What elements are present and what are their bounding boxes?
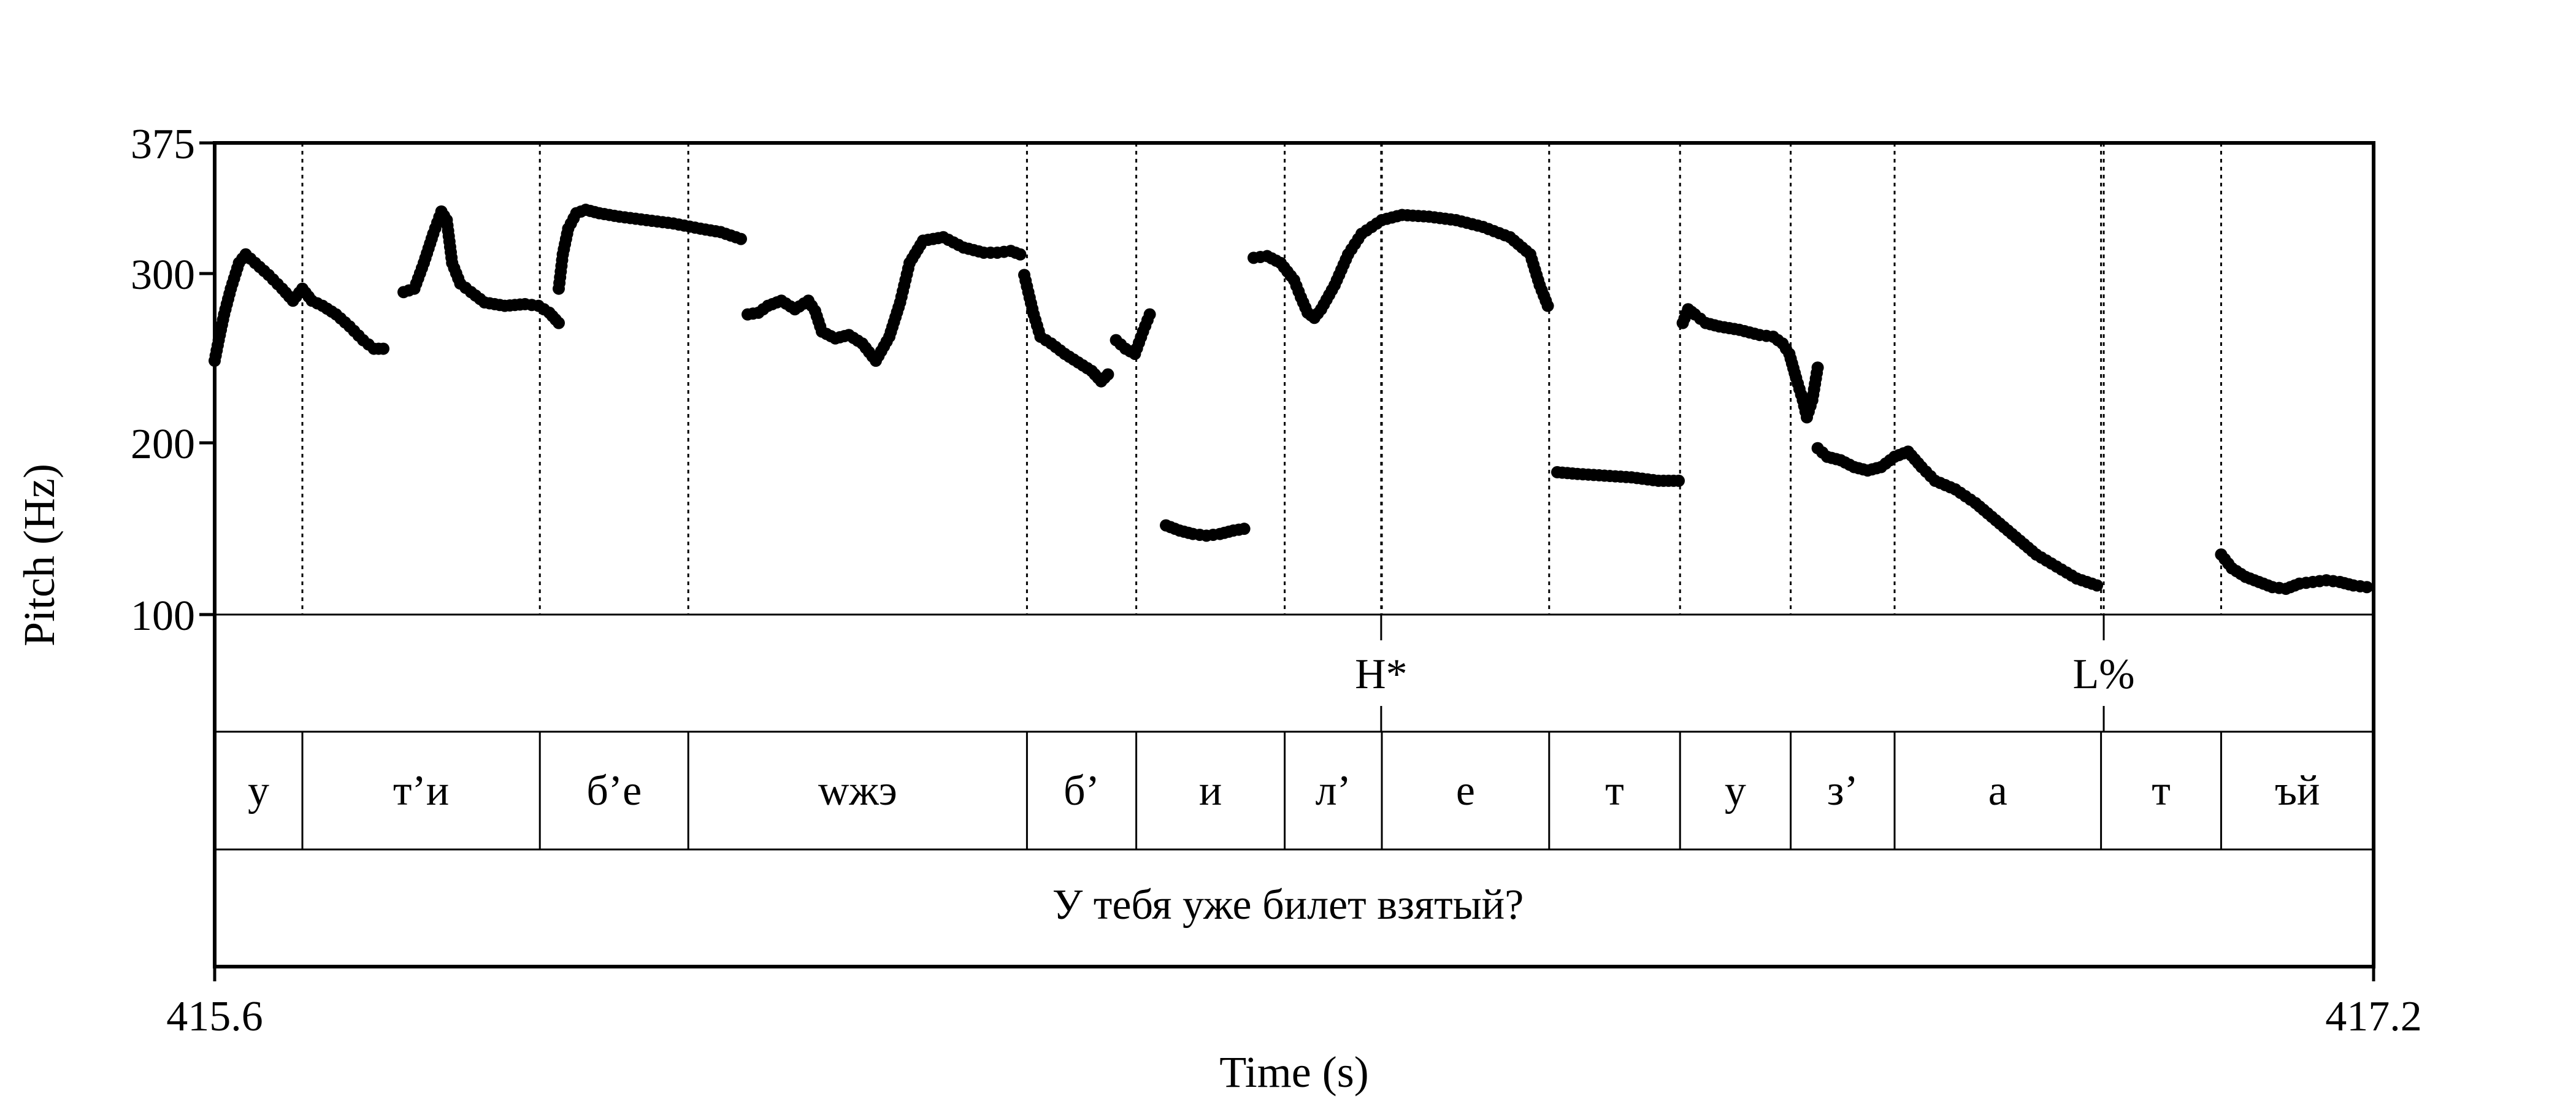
tier-boundaries (301, 615, 2222, 849)
pitch-point (2091, 579, 2103, 592)
segment-label: б’ (1064, 767, 1100, 815)
pitch-contour (209, 204, 2373, 596)
tone-label: L% (2072, 651, 2134, 698)
y-axis-label: Pitch (Hz) (15, 464, 64, 646)
segment-label: т’и (393, 767, 449, 815)
segment-label: б’е (586, 767, 642, 815)
pitch-point (553, 316, 565, 329)
y-tick-label-375: 375 (131, 121, 195, 168)
segment-label: л’ (1316, 767, 1351, 815)
x-start-label: 415.6 (166, 993, 263, 1040)
plot-frame (213, 141, 2375, 968)
sentence-label: У тебя уже билет взятый? (1052, 881, 1524, 929)
segment-label: т (2152, 767, 2171, 815)
pitch-boundaries (301, 143, 2222, 615)
segment-label: а (1988, 767, 2007, 815)
tones-tier: H* L% (1355, 651, 2134, 698)
segment-label: т (1605, 767, 1624, 815)
pitch-point (1143, 308, 1156, 321)
pitch-point (1811, 361, 1824, 374)
segment-label: у (1725, 767, 1746, 815)
segment-label: и (1199, 767, 1222, 815)
segment-label: у (248, 767, 269, 815)
pitch-point (1238, 523, 1251, 535)
pitch-point (377, 342, 389, 355)
y-tick-label-100: 100 (131, 592, 195, 640)
pitch-point (1673, 474, 1685, 487)
segment-label: ъй (2275, 767, 2320, 815)
x-axis-label: Time (s) (1219, 1048, 1368, 1097)
pitch-point (1102, 368, 1114, 381)
segment-label: з’ (1827, 767, 1858, 815)
pitch-point (1014, 248, 1027, 261)
y-tick-label-300: 300 (131, 251, 195, 299)
tone-label: H* (1355, 651, 1408, 698)
pitch-point (735, 232, 747, 245)
pitch-point (1541, 299, 1554, 312)
segment-label: wжэ (818, 767, 897, 815)
x-end-label: 417.2 (2325, 993, 2422, 1040)
segment-label: е (1456, 767, 1475, 815)
segments-tier: у т’и б’е wжэ б’ и л’ е т у з’ а т ъй (248, 767, 2320, 815)
y-tick-label-200: 200 (131, 421, 195, 468)
pitch-point (2361, 581, 2373, 594)
